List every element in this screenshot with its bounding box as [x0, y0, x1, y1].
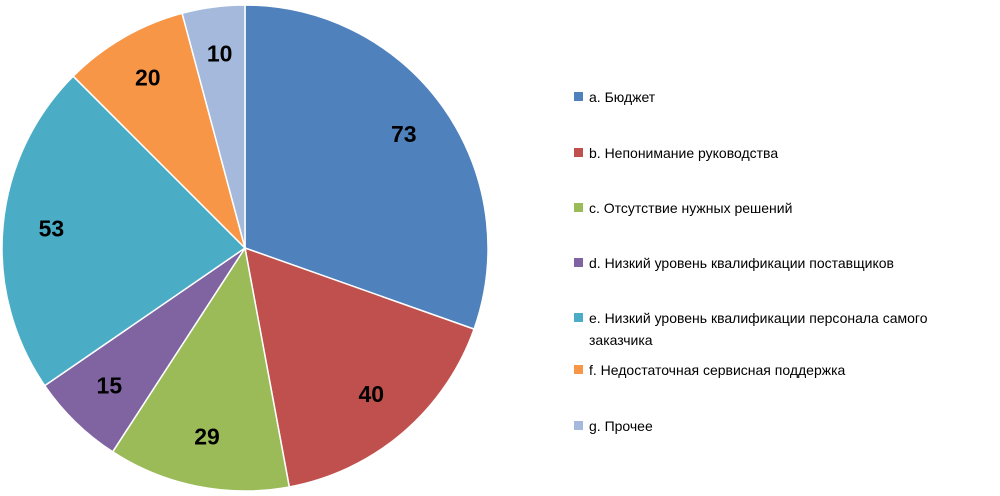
pie-slice	[244, 246, 476, 488]
legend-label: f. Недостаточная сервисная поддержка	[589, 362, 846, 378]
legend-item: c. Отсутствие нужных решений	[574, 197, 974, 219]
legend-label: a. Бюджет	[589, 89, 656, 105]
data-label: 73	[391, 121, 417, 147]
pie-slice	[72, 12, 247, 251]
legend-item: g. Прочее	[574, 415, 974, 437]
pie-slice	[1, 75, 247, 387]
legend-item: d. Низкий уровень квалификации поставщик…	[574, 252, 974, 274]
legend-label: e. Низкий уровень квалификации персонала…	[589, 310, 928, 348]
legend-item: b. Непонимание руководства	[574, 142, 974, 164]
legend-label: b. Непонимание руководства	[589, 145, 779, 161]
pie-slice	[244, 4, 489, 331]
legend-label: c. Отсутствие нужных решений	[589, 200, 793, 216]
data-label: 10	[207, 40, 233, 66]
legend-item: a. Бюджет	[574, 86, 974, 108]
data-label: 20	[135, 65, 161, 91]
pie-slice	[181, 4, 246, 249]
legend-label: d. Низкий уровень квалификации поставщик…	[589, 255, 894, 271]
legend-item: e. Низкий уровень квалификации персонала…	[574, 307, 974, 351]
legend-swatch	[574, 421, 583, 430]
data-label: 53	[39, 215, 65, 241]
data-label: 29	[194, 424, 220, 450]
legend-label: g. Прочее	[589, 418, 653, 434]
legend-swatch	[574, 313, 583, 322]
legend-swatch	[574, 148, 583, 157]
data-label: 15	[97, 372, 123, 398]
legend-swatch	[574, 92, 583, 101]
legend-swatch	[574, 203, 583, 212]
data-label: 40	[358, 381, 384, 407]
legend-swatch	[574, 365, 583, 374]
legend-item: f. Недостаточная сервисная поддержка	[574, 359, 974, 381]
legend-swatch	[574, 258, 583, 267]
pie-slice	[111, 246, 291, 492]
